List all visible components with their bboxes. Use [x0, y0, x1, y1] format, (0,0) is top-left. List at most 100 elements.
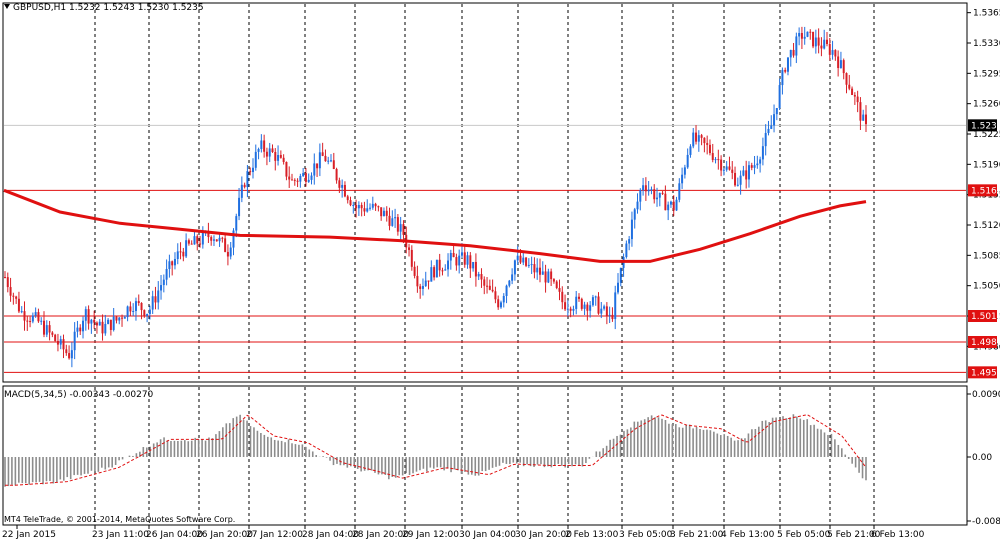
candle-body	[608, 314, 611, 316]
candle-body	[399, 224, 402, 232]
candle-body	[486, 285, 489, 287]
candle-body	[686, 154, 689, 168]
candle-body	[739, 175, 742, 185]
candle-body	[424, 280, 427, 287]
candle-body	[809, 31, 812, 33]
candle-body	[321, 152, 324, 156]
candle-body	[143, 310, 146, 316]
candle-body	[859, 102, 862, 121]
candle-body	[251, 167, 254, 173]
dropdown-triangle-icon[interactable]	[4, 4, 10, 9]
candle-body	[817, 37, 820, 46]
candle-body	[360, 204, 363, 209]
candle-body	[806, 31, 809, 37]
candle-body	[653, 189, 656, 200]
candle-body	[625, 243, 628, 257]
candle-body	[845, 73, 848, 85]
candle-body	[137, 301, 140, 303]
candle-body	[463, 252, 466, 265]
candle-body	[288, 176, 291, 180]
candle-body	[750, 165, 753, 168]
candle-body	[773, 114, 776, 126]
candle-body	[171, 261, 174, 266]
candle-body	[820, 45, 823, 49]
candle-body	[357, 204, 360, 209]
candle-body	[513, 260, 516, 275]
candle-body	[254, 151, 257, 168]
candle-body	[396, 217, 399, 232]
candle-body	[37, 312, 40, 322]
symbol-timeframe: GBPUSD,H1	[13, 3, 67, 13]
candle-body	[349, 200, 352, 206]
candle-body	[508, 280, 511, 286]
candle-body	[728, 166, 731, 170]
candle-body	[586, 304, 589, 311]
candle-body	[837, 56, 840, 69]
candle-body	[661, 192, 664, 194]
candle-body	[20, 311, 23, 313]
candle-body	[160, 285, 163, 291]
candle-body	[154, 296, 157, 303]
candle-body	[460, 252, 463, 256]
candle-body	[330, 160, 333, 162]
candle-body	[831, 50, 834, 55]
candle-body	[722, 169, 725, 171]
candle-body	[536, 267, 539, 273]
candle-body	[12, 295, 15, 297]
candle-body	[617, 282, 620, 293]
moving-average-line	[3, 188, 867, 263]
candle-body	[218, 237, 221, 242]
candle-body	[692, 132, 695, 147]
candle-body	[304, 173, 307, 182]
candle-body	[341, 184, 344, 188]
candle-body	[614, 292, 617, 320]
candle-body	[6, 277, 9, 288]
candle-body	[636, 201, 639, 210]
price-tick-label: 1.5120	[973, 221, 1000, 231]
candle-body	[123, 317, 126, 319]
candle-body	[73, 331, 76, 351]
candle-body	[249, 171, 252, 173]
candle-body	[54, 334, 57, 341]
candle-body	[260, 140, 263, 150]
candle-body	[115, 316, 118, 321]
macd-indicator-label: MACD(5,34,5) -0.00343 -0.00270	[4, 390, 154, 400]
current-price-box	[968, 119, 997, 132]
candle-body	[23, 311, 26, 321]
candle-body	[62, 339, 65, 350]
candle-body	[572, 308, 575, 311]
candle-body	[126, 306, 129, 318]
candle-body	[600, 308, 603, 314]
candle-body	[109, 319, 112, 330]
candle-body	[605, 306, 608, 316]
candle-body	[502, 295, 505, 303]
candle-body	[182, 251, 185, 257]
candle-body	[483, 279, 486, 286]
candle-body	[391, 218, 394, 226]
candle-body	[210, 237, 213, 241]
candle-body	[430, 267, 433, 282]
candle-body	[469, 255, 472, 269]
candle-body	[474, 261, 477, 277]
candle-body	[296, 180, 299, 182]
candle-body	[332, 160, 335, 169]
candle-body	[9, 287, 12, 296]
candle-body	[823, 39, 826, 49]
candle-body	[441, 270, 444, 272]
candle-body	[781, 69, 784, 86]
candle-body	[756, 163, 759, 166]
candle-body	[271, 148, 274, 153]
candle-body	[619, 267, 622, 283]
time-tick-label: 26 Jan 04:00	[146, 530, 203, 540]
candle-body	[268, 148, 271, 157]
macd-panel[interactable]	[2, 385, 968, 526]
candle-body	[491, 289, 494, 292]
candle-body	[17, 298, 20, 312]
candle-body	[825, 39, 828, 45]
price-panel[interactable]	[2, 2, 968, 383]
candle-body	[786, 57, 789, 72]
candle-body	[187, 240, 190, 244]
candle-body	[683, 167, 686, 175]
macd-histogram	[4, 414, 867, 487]
